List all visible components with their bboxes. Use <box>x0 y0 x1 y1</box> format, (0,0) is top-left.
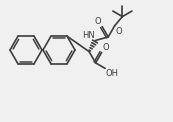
Text: O: O <box>95 17 101 26</box>
Text: O: O <box>115 27 122 36</box>
Text: O: O <box>102 43 109 52</box>
Text: OH: OH <box>106 69 119 78</box>
Text: HN: HN <box>82 31 95 40</box>
